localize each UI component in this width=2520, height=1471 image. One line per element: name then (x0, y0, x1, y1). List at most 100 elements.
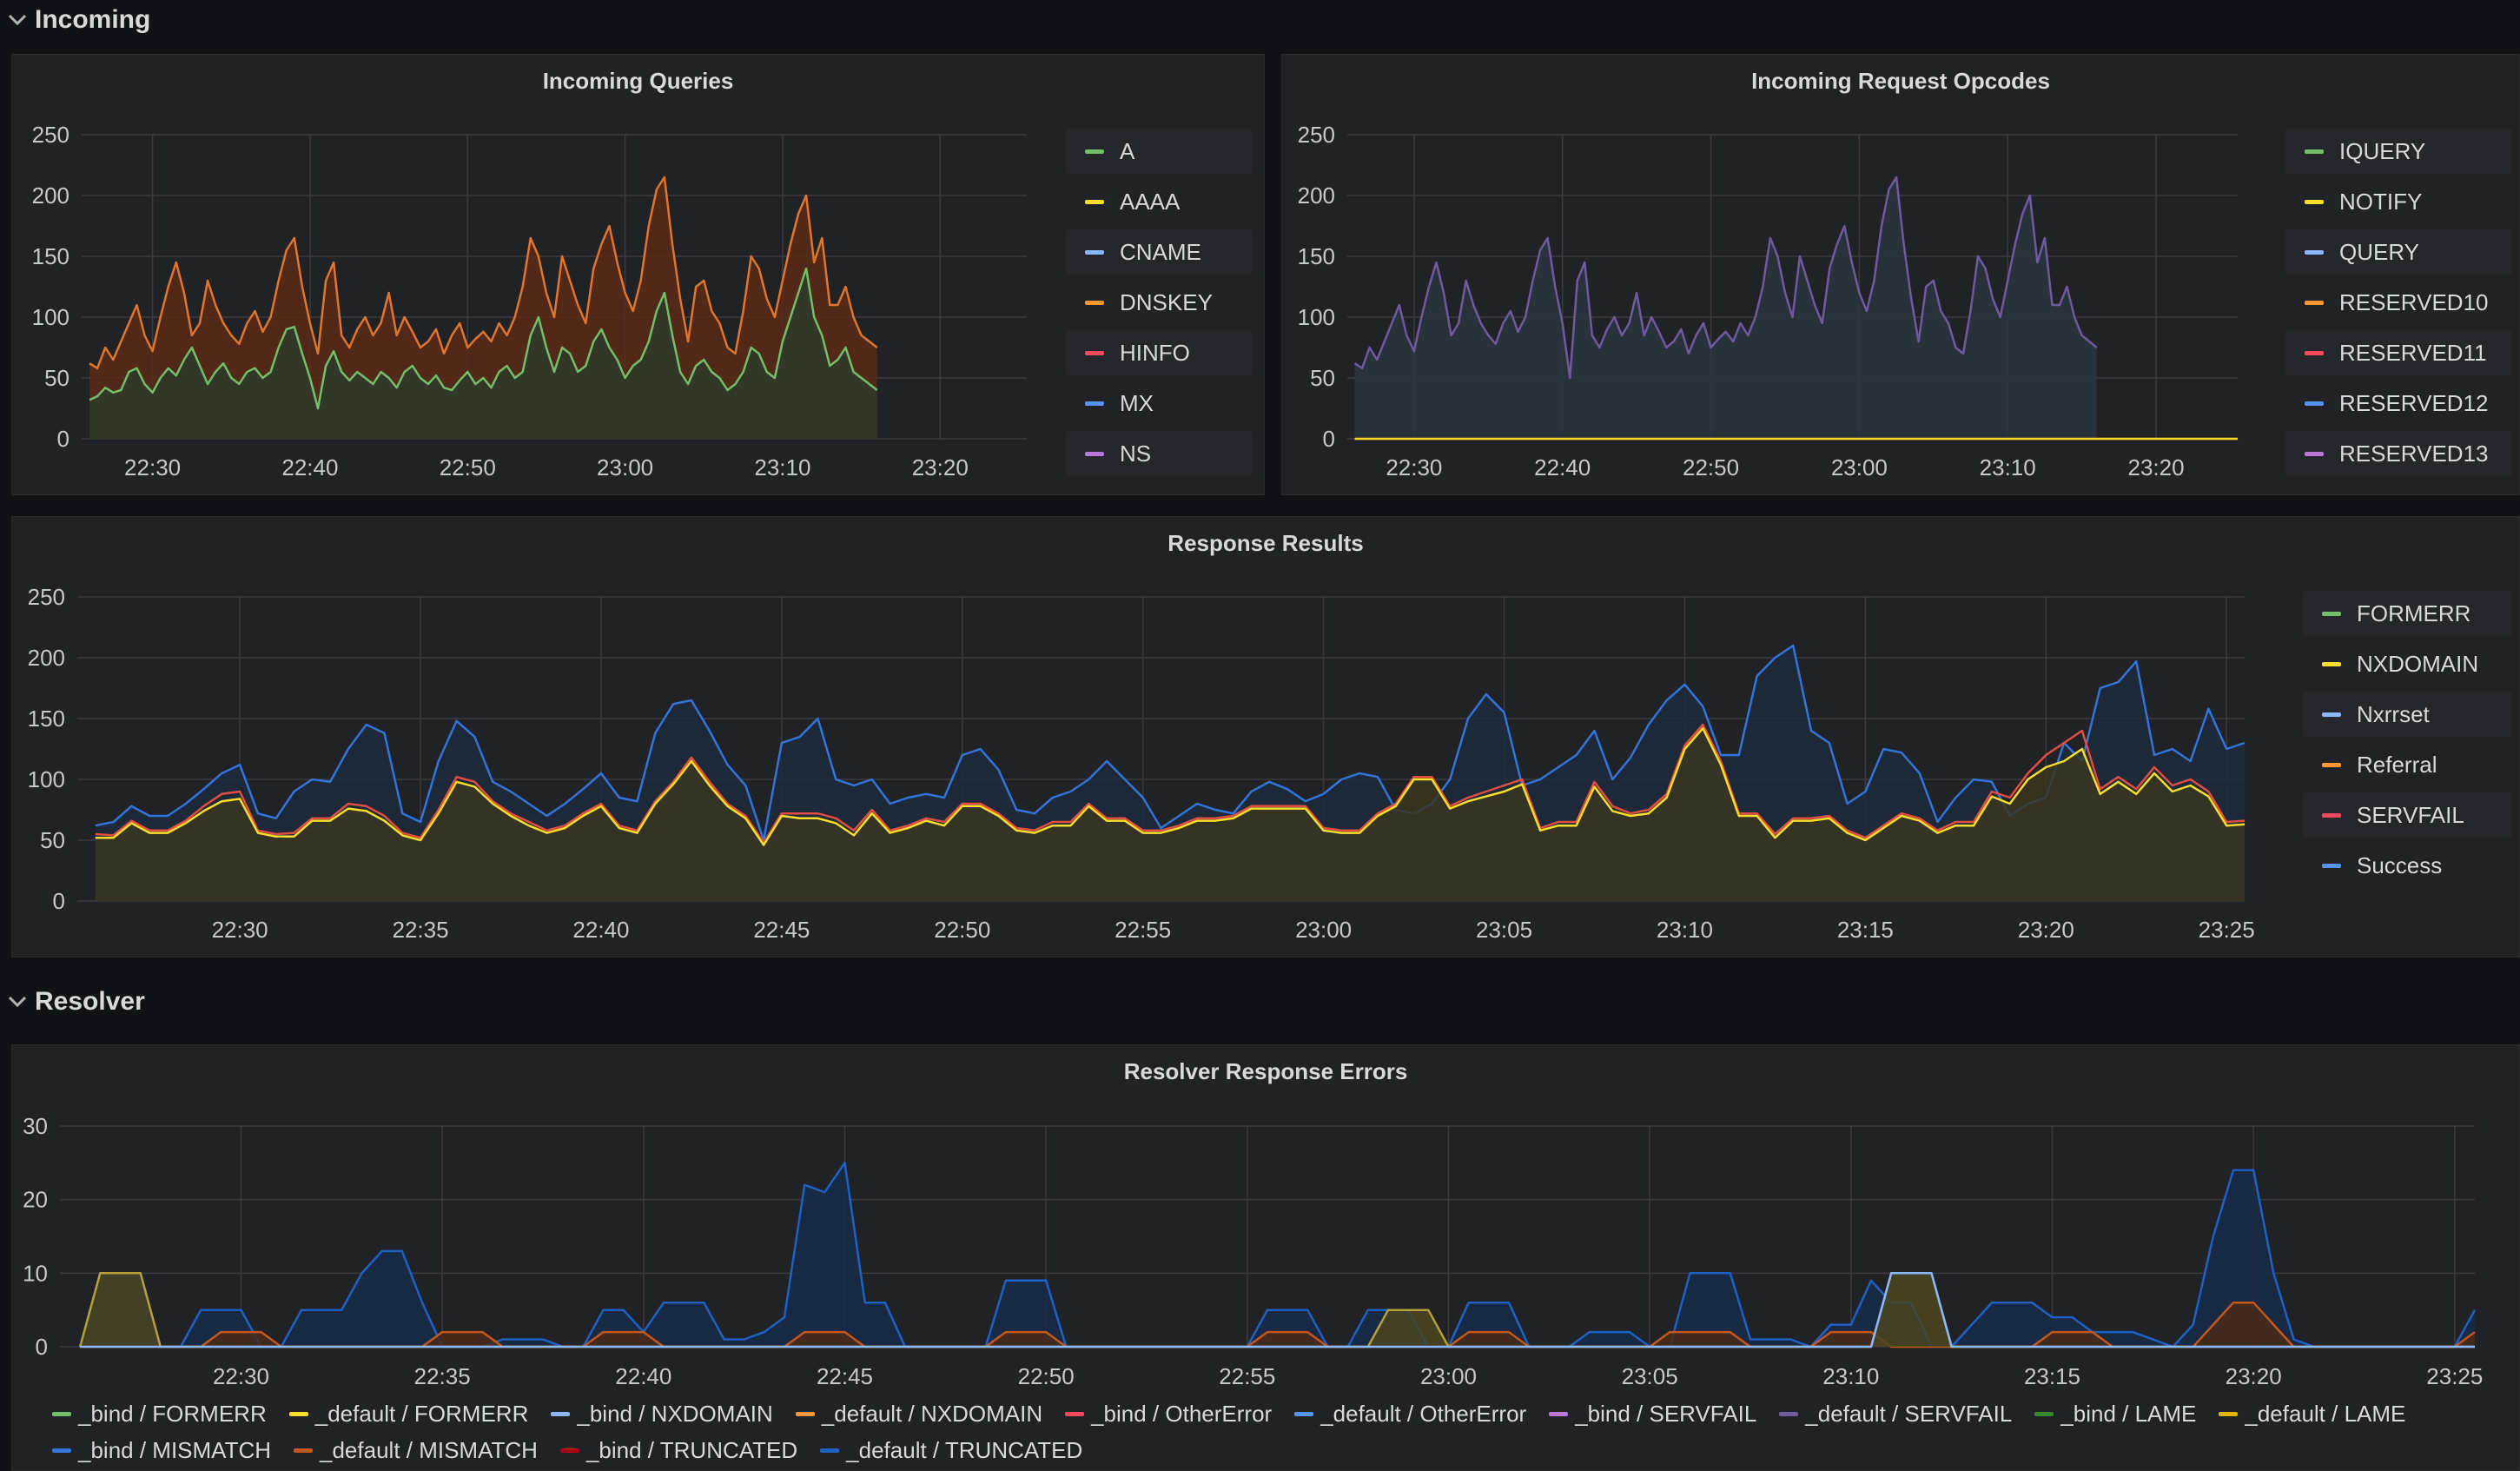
x-tick-label: 22:45 (753, 917, 810, 943)
row-resolver[interactable]: Resolver (0, 982, 145, 1022)
legend-item[interactable]: CNAME (1066, 229, 1253, 275)
row-incoming[interactable]: Incoming (0, 0, 150, 40)
legend-label: _default / TRUNCATED (846, 1436, 1083, 1463)
legend-item[interactable]: FORMERR (2303, 591, 2511, 636)
legend-item[interactable]: _bind / NXDOMAIN (546, 1397, 773, 1432)
legend-item[interactable]: RESERVED12 (2285, 381, 2511, 426)
legend: A AAAA CNAME DNSKEY HINFO MX NS (1066, 129, 1253, 494)
legend-swatch (1085, 149, 1104, 154)
legend-item[interactable]: A (1066, 129, 1253, 174)
legend-label: NS (1120, 440, 1152, 467)
legend-swatch (2322, 661, 2341, 666)
legend-item[interactable]: _default / FORMERR (284, 1397, 529, 1432)
legend-label: _default / MISMATCH (320, 1436, 538, 1463)
y-tick-label: 150 (32, 243, 69, 269)
x-tick-label: 22:30 (1386, 454, 1442, 480)
legend-item[interactable]: Success (2303, 843, 2511, 888)
legend-swatch (1085, 451, 1104, 456)
legend-label: _bind / NXDOMAIN (577, 1401, 773, 1427)
incoming-queries-chart: 0 50 100 150 200 250 22:30 22:40 22:50 23:00 23:10… (32, 122, 1027, 480)
legend-item[interactable]: _default / TRUNCATED (815, 1433, 1082, 1468)
legend-label: SERVFAIL (2357, 801, 2464, 828)
legend-item[interactable]: SERVFAIL (2303, 792, 2511, 838)
legend-item[interactable]: _bind / LAME (2029, 1397, 2196, 1432)
legend-swatch (1549, 1412, 1569, 1416)
chevron-down-icon[interactable] (0, 982, 35, 1022)
legend-item[interactable]: _default / SERVFAIL (1774, 1397, 2012, 1432)
x-tick-label: 23:10 (1980, 454, 2036, 480)
series-area (95, 728, 2245, 901)
x-tick-label: 22:30 (212, 917, 268, 943)
legend: FORMERR NXDOMAIN Nxrrset Referral SERVFAIL Su… (2303, 591, 2511, 904)
series-line (95, 726, 2246, 846)
y-tick-label: 20 (23, 1187, 48, 1213)
legend-item[interactable]: _bind / OtherError (1060, 1397, 1272, 1432)
legend-label: _default / OtherError (1320, 1401, 1527, 1427)
legend-item[interactable]: Nxrrset (2303, 692, 2511, 737)
legend-item[interactable]: NOTIFY (2285, 179, 2511, 224)
panel-title[interactable]: Incoming Request Opcodes (1751, 67, 2050, 94)
chevron-down-icon[interactable] (0, 0, 35, 40)
legend-item[interactable]: RESERVED11 (2285, 330, 2511, 375)
legend-item[interactable]: _bind / SERVFAIL (1544, 1397, 1756, 1432)
x-tick-label: 22:50 (1683, 454, 1739, 480)
legend-item[interactable]: AAAA (1066, 179, 1253, 224)
legend-item[interactable]: MX (1066, 381, 1253, 426)
legend-item[interactable]: HINFO (1066, 330, 1253, 375)
series-area (80, 1163, 2476, 1347)
x-tick-label: 23:10 (1657, 917, 1713, 943)
legend-label: FORMERR (2357, 600, 2471, 626)
legend-item[interactable]: DNSKEY (1066, 280, 1253, 325)
legend-item[interactable]: Referral (2303, 742, 2511, 787)
y-tick-label: 0 (57, 426, 69, 452)
legend-item[interactable]: QUERY (2285, 229, 2511, 275)
legend-item[interactable]: _default / LAME (2213, 1397, 2405, 1432)
legend-label: Success (2357, 851, 2443, 878)
legend-swatch (2305, 300, 2324, 305)
legend-item[interactable]: _bind / FORMERR (47, 1397, 267, 1432)
legend-swatch (2305, 350, 2324, 355)
x-tick-label: 23:25 (2199, 917, 2255, 943)
legend-item[interactable]: IQUERY (2285, 129, 2511, 174)
legend-item[interactable]: _default / MISMATCH (288, 1433, 538, 1468)
legend-swatch (2305, 401, 2324, 406)
legend-item[interactable]: _default / OtherError (1289, 1397, 1526, 1432)
legend-label: _default / LAME (2245, 1401, 2406, 1427)
panel-title[interactable]: Response Results (1167, 529, 1364, 556)
legend-item[interactable]: _default / NXDOMAIN (790, 1397, 1042, 1432)
x-tick-label: 23:15 (1837, 917, 1894, 943)
legend-item[interactable]: RESERVED13 (2285, 431, 2511, 476)
legend-item[interactable]: _bind / TRUNCATED (555, 1433, 797, 1468)
response-results-chart: 0 50 100 150 200 250 22:30 22:35 22:40 22:45 22:50… (28, 584, 2255, 943)
legend-label: _bind / OtherError (1091, 1401, 1273, 1427)
legend-label: _default / SERVFAIL (1805, 1401, 2013, 1427)
legend-label: _default / NXDOMAIN (821, 1401, 1043, 1427)
legend-swatch (2322, 762, 2341, 767)
panel-title[interactable]: Incoming Queries (542, 67, 734, 94)
legend-swatch (1085, 199, 1104, 204)
x-tick-label: 23:20 (912, 454, 969, 480)
legend-label: _default / FORMERR (314, 1401, 529, 1427)
x-tick-label: 22:50 (440, 454, 496, 480)
legend-swatch (559, 1448, 579, 1453)
legend-label: _bind / MISMATCH (78, 1436, 272, 1463)
legend-item[interactable]: NXDOMAIN (2303, 641, 2511, 686)
legend-item[interactable]: NS (1066, 431, 1253, 476)
legend-label: AAAA (1120, 188, 1181, 215)
resolver-errors-chart: 0 10 20 30 22:30 22:35 22:40 22:45 22:50 22:55 23:… (23, 1113, 2483, 1389)
legend-swatch (2305, 451, 2324, 456)
y-tick-label: 0 (1323, 426, 1335, 452)
legend-item[interactable]: _bind / MISMATCH (47, 1433, 271, 1468)
x-tick-label: 22:50 (934, 917, 990, 943)
x-tick-label: 22:40 (281, 454, 338, 480)
x-tick-label: 23:00 (1831, 454, 1888, 480)
legend-label: NXDOMAIN (2357, 650, 2479, 677)
panel-title[interactable]: Resolver Response Errors (1123, 1057, 1408, 1084)
legend-label: CNAME (1120, 238, 1201, 265)
y-tick-label: 100 (1298, 304, 1335, 330)
legend-swatch (2305, 199, 2324, 204)
y-tick-label: 200 (32, 182, 69, 209)
x-tick-label: 23:05 (1622, 1363, 1678, 1389)
legend-item[interactable]: RESERVED10 (2285, 280, 2511, 325)
x-tick-label: 22:30 (124, 454, 181, 480)
